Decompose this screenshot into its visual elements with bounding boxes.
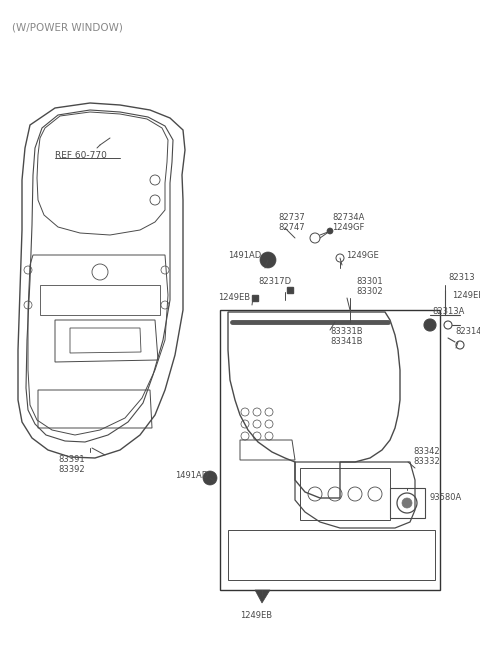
Text: 1491AD: 1491AD — [175, 470, 208, 479]
Text: 82734A: 82734A — [332, 214, 364, 223]
Text: 1249EB: 1249EB — [240, 610, 272, 620]
Circle shape — [327, 228, 333, 234]
Polygon shape — [255, 590, 270, 603]
Text: 83302: 83302 — [356, 288, 383, 297]
Circle shape — [203, 471, 217, 485]
Text: (W/POWER WINDOW): (W/POWER WINDOW) — [12, 23, 123, 33]
Circle shape — [402, 498, 412, 508]
Text: 82313: 82313 — [448, 274, 475, 282]
Text: 83392: 83392 — [58, 466, 84, 474]
Text: 82314: 82314 — [455, 328, 480, 337]
Text: 93580A: 93580A — [430, 493, 462, 502]
Text: 83342: 83342 — [413, 447, 440, 457]
Text: 82737: 82737 — [278, 214, 305, 223]
Text: 1249EB: 1249EB — [218, 293, 250, 303]
Circle shape — [424, 319, 436, 331]
Text: 83301: 83301 — [356, 278, 383, 286]
Text: REF 60-770: REF 60-770 — [55, 151, 107, 160]
Text: 83341B: 83341B — [330, 337, 362, 346]
Circle shape — [260, 252, 276, 268]
Text: 1249GF: 1249GF — [332, 223, 364, 233]
Text: 82313A: 82313A — [432, 307, 464, 316]
Text: 1249EE: 1249EE — [452, 291, 480, 299]
Text: 1491AD: 1491AD — [228, 250, 261, 259]
Text: 82747: 82747 — [278, 223, 305, 233]
Text: 83331B: 83331B — [330, 328, 362, 337]
Text: 83332: 83332 — [413, 457, 440, 466]
Text: 82317D: 82317D — [258, 278, 291, 286]
Text: 1249GE: 1249GE — [346, 250, 379, 259]
Text: 83391: 83391 — [58, 455, 84, 464]
